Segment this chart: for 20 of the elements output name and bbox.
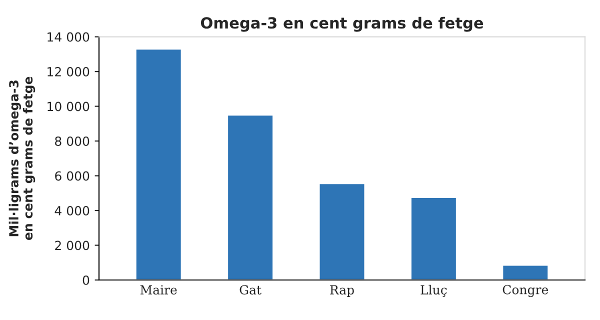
bar: [134, 48, 182, 280]
x-tick-label: Gat: [240, 285, 262, 295]
x-tick-label: Rap: [330, 285, 354, 297]
y-tick-label: 4 000: [54, 206, 90, 216]
y-tick-label: 6 000: [55, 171, 90, 181]
y-tick-label: 0: [82, 275, 90, 285]
bar: [410, 196, 458, 280]
y-tick-label: 14 000: [48, 32, 90, 42]
x-tick-label: Maire: [140, 285, 177, 295]
y-tick-label: 12 000: [48, 67, 90, 76]
y-axis-title: Mil·ligrams d’omega-3 en cent grams de fetge: [8, 76, 36, 240]
bar: [502, 264, 550, 280]
x-tick-label: Lluç: [420, 284, 447, 297]
y-tick-label: 2 000: [55, 240, 90, 250]
y-tick-label: 10 000: [48, 102, 90, 112]
x-tick-label: Congre: [502, 284, 548, 297]
bar: [226, 114, 274, 280]
chart-title: Omega-3 en cent grams de fetge: [200, 16, 484, 32]
bar: [318, 182, 366, 280]
y-tick-label: 8 000: [55, 136, 90, 146]
